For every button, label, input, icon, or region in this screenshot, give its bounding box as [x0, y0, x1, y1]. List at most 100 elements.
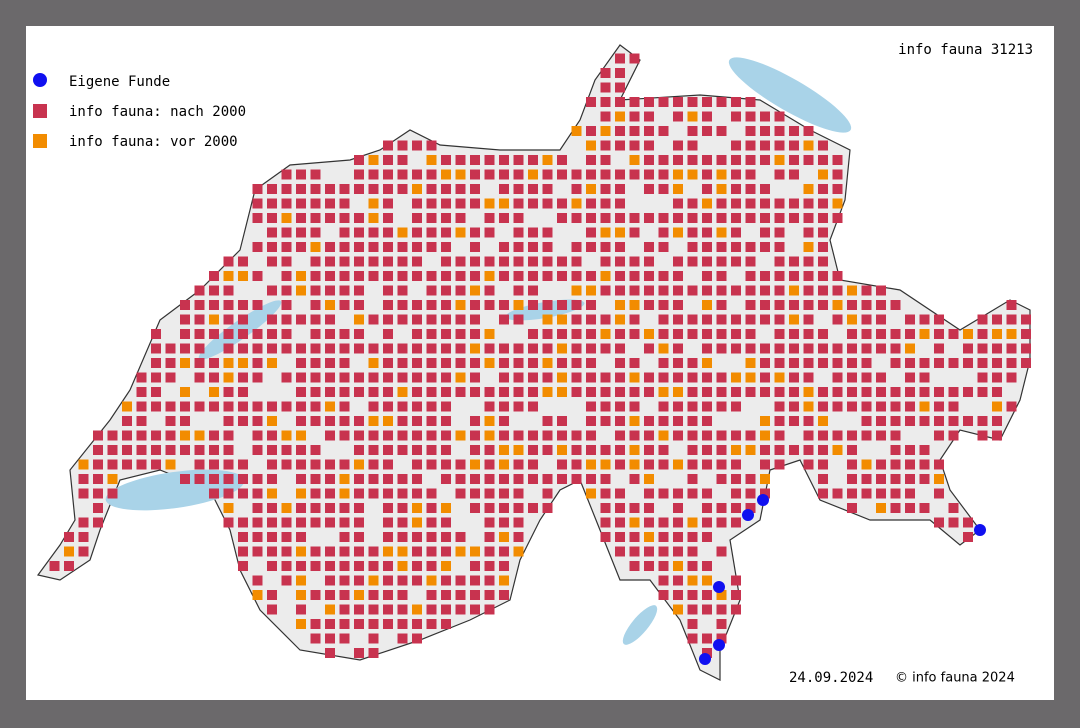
- grid-cell: [745, 430, 756, 441]
- grid-cell: [209, 488, 219, 499]
- grid-cell: [644, 488, 654, 499]
- grid-cell: [499, 300, 509, 310]
- grid-cell: [513, 213, 524, 223]
- grid-cell: [252, 445, 263, 455]
- grid-cell: [209, 314, 219, 325]
- grid-cell: [296, 416, 306, 426]
- grid-cell: [151, 401, 161, 412]
- grid-cell: [296, 575, 306, 586]
- grid-cell: [368, 169, 379, 180]
- grid-cell: [774, 401, 785, 412]
- grid-cell: [629, 445, 640, 455]
- grid-cell: [760, 242, 770, 252]
- grid-cell: [528, 184, 538, 194]
- grid-cell: [397, 155, 408, 165]
- grid-cell: [818, 242, 828, 252]
- grid-cell: [789, 256, 799, 267]
- grid-cell: [325, 242, 335, 252]
- grid-cell: [354, 590, 364, 600]
- grid-cell: [702, 256, 712, 267]
- grid-cell: [702, 184, 712, 194]
- grid-cell: [455, 271, 466, 281]
- grid-cell: [296, 198, 306, 209]
- grid-cell: [412, 198, 422, 209]
- grid-cell: [354, 256, 364, 267]
- grid-cell: [760, 343, 770, 354]
- grid-cell: [644, 213, 654, 223]
- grid-cell: [644, 242, 654, 252]
- grid-cell: [687, 140, 698, 151]
- grid-cell: [484, 474, 495, 484]
- grid-cell: [673, 575, 683, 586]
- grid-cell: [513, 445, 524, 455]
- grid-cell: [658, 575, 669, 586]
- grid-cell: [93, 445, 103, 455]
- grid-cell: [528, 227, 538, 238]
- grid-cell: [238, 474, 248, 484]
- grid-cell: [832, 401, 843, 412]
- grid-cell: [919, 445, 930, 455]
- grid-cell: [716, 285, 727, 296]
- grid-cell: [818, 140, 828, 151]
- grid-cell: [513, 300, 524, 310]
- grid-cell: [325, 372, 335, 383]
- grid-cell: [716, 430, 727, 441]
- grid-cell: [774, 459, 785, 470]
- grid-cell: [876, 300, 886, 310]
- grid-cell: [310, 590, 321, 600]
- grid-cell: [687, 256, 698, 267]
- grid-cell: [571, 314, 582, 325]
- grid-cell: [803, 155, 814, 165]
- grid-cell: [122, 430, 132, 441]
- grid-cell: [383, 227, 393, 238]
- grid-cell: [151, 372, 161, 383]
- grid-cell: [890, 401, 901, 412]
- grid-cell: [223, 517, 234, 528]
- grid-cell: [615, 227, 625, 238]
- grid-cell: [267, 198, 277, 209]
- grid-cell: [209, 430, 219, 441]
- grid-cell: [542, 343, 553, 354]
- grid-cell: [731, 401, 741, 412]
- grid-cell: [383, 271, 393, 281]
- grid-cell: [252, 503, 263, 513]
- grid-cell: [876, 503, 886, 513]
- grid-cell: [383, 561, 393, 571]
- grid-cell: [93, 459, 103, 470]
- grid-cell: [542, 430, 553, 441]
- grid-cell: [673, 488, 683, 499]
- grid-cell: [513, 474, 524, 484]
- grid-cell: [629, 401, 640, 412]
- grid-cell: [267, 358, 277, 368]
- grid-cell: [673, 517, 683, 528]
- grid-cell: [542, 387, 553, 397]
- grid-cell: [441, 474, 451, 484]
- grid-cell: [412, 271, 422, 281]
- grid-cell: [934, 416, 944, 426]
- grid-cell: [658, 459, 669, 470]
- grid-cell: [368, 561, 379, 571]
- grid-cell: [238, 546, 248, 557]
- grid-cell: [310, 184, 321, 194]
- grid-cell: [426, 590, 437, 600]
- grid-cell: [803, 198, 814, 209]
- grid-cell: [934, 401, 944, 412]
- grid-cell: [310, 445, 321, 455]
- grid-cell: [557, 169, 567, 180]
- grid-cell: [397, 271, 408, 281]
- grid-cell: [615, 285, 625, 296]
- grid-cell: [223, 416, 234, 426]
- grid-cell: [412, 329, 422, 339]
- grid-cell: [194, 343, 205, 354]
- grid-cell: [1006, 343, 1017, 354]
- grid-cell: [484, 517, 495, 528]
- grid-cell: [455, 343, 466, 354]
- grid-cell: [890, 329, 901, 339]
- grid-cell: [383, 198, 393, 209]
- grid-cell: [441, 285, 451, 296]
- grid-cell: [354, 532, 364, 542]
- grid-cell: [557, 198, 567, 209]
- grid-cell: [180, 329, 190, 339]
- grid-cell: [339, 401, 350, 412]
- grid-cell: [455, 358, 466, 368]
